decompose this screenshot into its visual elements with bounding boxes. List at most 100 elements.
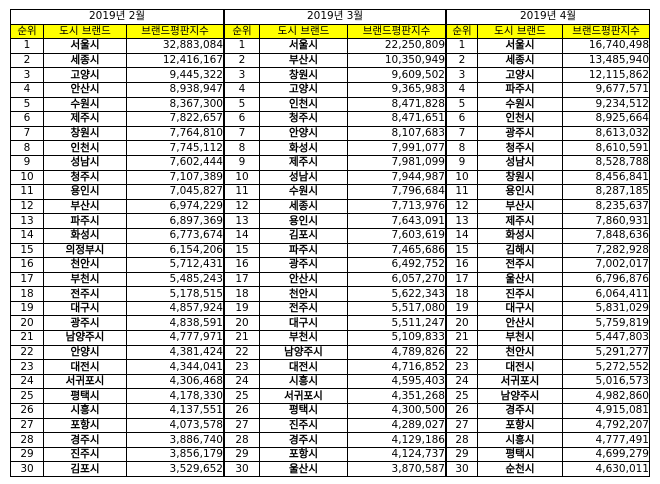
city-cell: 창원시 [477, 169, 563, 186]
score-cell: 6,796,876 [562, 271, 650, 288]
column-header-rank: 순위 [10, 23, 44, 40]
rank-cell: 1 [446, 38, 478, 54]
rank-cell: 29 [446, 446, 478, 463]
city-cell: 시흥시 [477, 432, 563, 448]
score-cell: 5,511,247 [347, 315, 446, 332]
score-cell: 4,306,468 [126, 373, 224, 390]
rank-cell: 18 [224, 286, 260, 302]
score-cell: 4,792,207 [562, 417, 650, 434]
city-cell: 서울시 [43, 38, 127, 54]
score-cell: 5,517,080 [347, 300, 446, 317]
city-cell: 부천시 [43, 271, 127, 288]
city-cell: 세종시 [43, 52, 127, 69]
table-title: 2019년 3월 [224, 9, 446, 25]
city-cell: 광주시 [43, 315, 127, 332]
city-cell: 안산시 [477, 315, 563, 332]
city-cell: 경주시 [259, 432, 348, 448]
city-cell: 세종시 [477, 52, 563, 69]
city-cell: 울산시 [259, 461, 348, 477]
city-cell: 경주시 [43, 432, 127, 448]
city-cell: 인천시 [477, 111, 563, 127]
table-row: 15 의정부시 6,154,206 [10, 242, 224, 259]
rank-cell: 18 [446, 286, 478, 302]
city-cell: 대구시 [43, 300, 127, 317]
table-row: 16 천안시 5,712,431 [10, 257, 224, 273]
city-cell: 천안시 [477, 344, 563, 361]
table-row: 5 수원시 9,234,512 [446, 96, 650, 113]
table-row: 3 고양시 9,445,322 [10, 67, 224, 83]
table-row: 30 울산시 3,870,587 [224, 461, 446, 477]
table-row: 1 서울시 22,250,809 [224, 38, 446, 54]
table-row: 24 서귀포시 5,016,573 [446, 373, 650, 390]
city-cell: 청주시 [477, 140, 563, 156]
rank-cell: 3 [446, 67, 478, 83]
table-row: 23 대전시 4,344,041 [10, 359, 224, 375]
city-cell: 안양시 [43, 344, 127, 361]
rank-cell: 21 [10, 330, 44, 346]
rank-cell: 13 [224, 213, 260, 229]
table-row: 23 대전시 4,716,852 [224, 359, 446, 375]
score-cell: 8,613,032 [562, 125, 650, 142]
table-row: 6 제주시 7,822,657 [10, 111, 224, 127]
rank-cell: 24 [224, 373, 260, 390]
table-row: 17 울산시 6,796,876 [446, 271, 650, 288]
rank-cell: 13 [446, 213, 478, 229]
table-row: 3 창원시 9,609,502 [224, 67, 446, 83]
rank-cell: 5 [446, 96, 478, 113]
table-row: 8 화성시 7,991,077 [224, 140, 446, 156]
city-cell: 김포시 [43, 461, 127, 477]
rank-cell: 25 [446, 388, 478, 405]
table-row: 22 천안시 5,291,277 [446, 344, 650, 361]
column-header-rank: 순위 [224, 23, 260, 40]
city-cell: 청주시 [43, 169, 127, 186]
score-cell: 8,367,300 [126, 96, 224, 113]
table-row: 11 용인시 8,287,185 [446, 184, 650, 200]
table-row: 25 평택시 4,178,330 [10, 388, 224, 405]
rank-cell: 20 [446, 315, 478, 332]
city-brand-ranking-tables: 2019년 2월 순위 도시 브랜드 브랜드평판지수 1 서울시 32,883,08… [10, 9, 650, 477]
score-cell: 7,981,099 [347, 154, 446, 171]
rank-cell: 26 [224, 403, 260, 419]
table-row: 14 김포시 7,603,619 [224, 227, 446, 244]
score-cell: 4,073,578 [126, 417, 224, 434]
rank-cell: 22 [224, 344, 260, 361]
table-row: 17 안산시 6,057,270 [224, 271, 446, 288]
rank-cell: 19 [10, 300, 44, 317]
score-cell: 5,831,029 [562, 300, 650, 317]
city-cell: 포항시 [477, 417, 563, 434]
city-cell: 수원시 [477, 96, 563, 113]
table-row: 1 서울시 16,740,498 [446, 38, 650, 54]
rank-cell: 12 [446, 198, 478, 215]
table-row: 23 대전시 5,272,552 [446, 359, 650, 375]
rank-cell: 20 [224, 315, 260, 332]
score-cell: 4,838,591 [126, 315, 224, 332]
city-cell: 파주시 [477, 81, 563, 98]
table-row: 5 수원시 8,367,300 [10, 96, 224, 113]
score-cell: 4,716,852 [347, 359, 446, 375]
table-row: 25 남양주시 4,982,860 [446, 388, 650, 405]
rank-cell: 28 [446, 432, 478, 448]
table-row: 21 부천시 5,447,803 [446, 330, 650, 346]
city-cell: 창원시 [259, 67, 348, 83]
table-row: 10 성남시 7,944,987 [224, 169, 446, 186]
score-cell: 9,609,502 [347, 67, 446, 83]
table-row: 2 세종시 12,416,167 [10, 52, 224, 69]
score-cell: 7,796,684 [347, 184, 446, 200]
city-cell: 전주시 [477, 257, 563, 273]
table-row: 16 전주시 7,002,017 [446, 257, 650, 273]
table-row: 14 화성시 6,773,674 [10, 227, 224, 244]
rank-cell: 8 [446, 140, 478, 156]
table-row: 27 진주시 4,289,027 [224, 417, 446, 434]
city-cell: 제주시 [259, 154, 348, 171]
score-cell: 7,991,077 [347, 140, 446, 156]
city-cell: 진주시 [259, 417, 348, 434]
table-row: 28 경주시 3,886,740 [10, 432, 224, 448]
table-2019-feb: 2019년 2월 순위 도시 브랜드 브랜드평판지수 1 서울시 32,883,08… [10, 9, 224, 477]
table-row: 7 안양시 8,107,683 [224, 125, 446, 142]
rank-cell: 12 [10, 198, 44, 215]
table-row: 29 진주시 3,856,179 [10, 446, 224, 463]
city-cell: 의정부시 [43, 242, 127, 259]
rank-cell: 18 [10, 286, 44, 302]
rank-cell: 22 [10, 344, 44, 361]
city-cell: 제주시 [43, 111, 127, 127]
